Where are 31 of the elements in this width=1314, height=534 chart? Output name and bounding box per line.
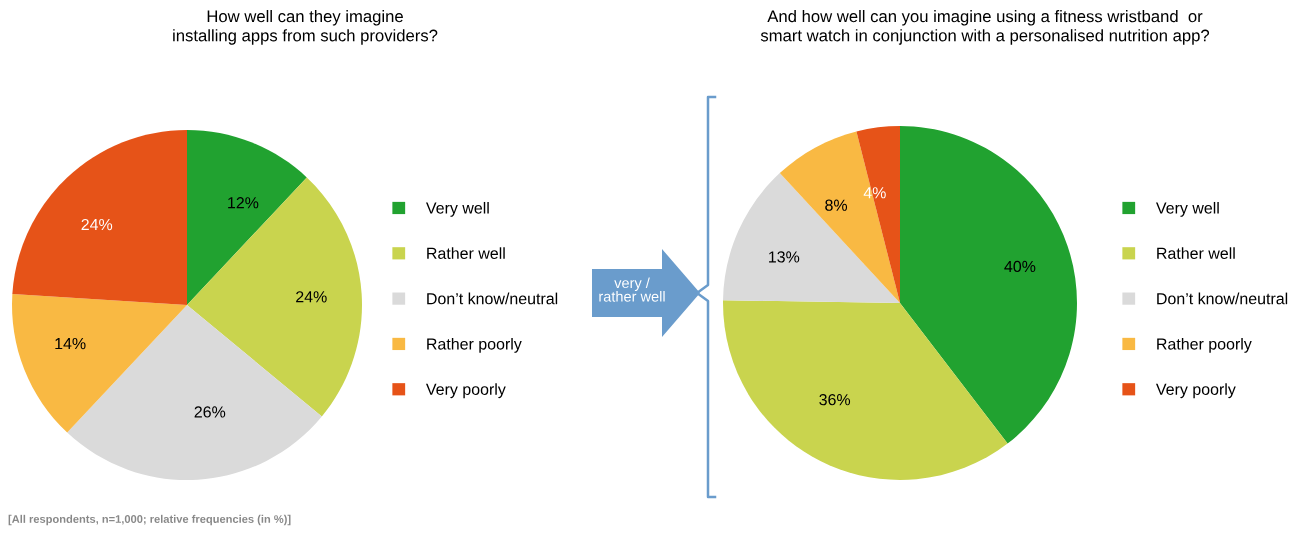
legend-label: Very poorly (425, 383, 506, 399)
legend-label: Very well (1155, 201, 1219, 217)
chart-title: And how well can you imagine using a fitness wristband or smart watch in conjunction with a personalised nutrition app? (760, 10, 1210, 45)
data-label: 24% (296, 291, 327, 303)
pie-slice (12, 130, 187, 305)
pie-slice (12, 294, 187, 433)
pie-slice (187, 177, 362, 417)
legend-label: Rather well (1157, 247, 1235, 260)
text: very / rather well (599, 277, 665, 302)
legend-label: Don’t know/neutral (1157, 292, 1288, 305)
data-label: 24% (81, 218, 113, 231)
pie-slice (900, 126, 1077, 444)
text: [All respondents, n=1,000; relative frequencies (in %)] (8, 514, 291, 526)
data-label: 4% (863, 187, 886, 199)
legend-label: Don’t know/neutral (427, 292, 558, 305)
data-label: 14% (55, 337, 86, 350)
data-label: 13% (769, 251, 800, 263)
legend-label: Very poorly (1155, 383, 1236, 399)
data-label: 12% (228, 197, 259, 209)
pie-slice (723, 300, 1008, 480)
pie-slice (723, 173, 900, 303)
legend-label: Very well (425, 201, 489, 217)
pie-slice (856, 126, 900, 303)
chart-title: How well can they imagine installing apps from such providers? (173, 10, 438, 45)
legend-label: Rather poorly (1157, 337, 1252, 353)
data-label: 40% (1004, 260, 1036, 273)
legend-label: Rather poorly (427, 337, 522, 353)
data-label: 26% (194, 406, 226, 418)
data-label: 8% (825, 199, 848, 211)
data-label: 36% (819, 393, 851, 406)
legend-label: Rather well (427, 247, 505, 260)
